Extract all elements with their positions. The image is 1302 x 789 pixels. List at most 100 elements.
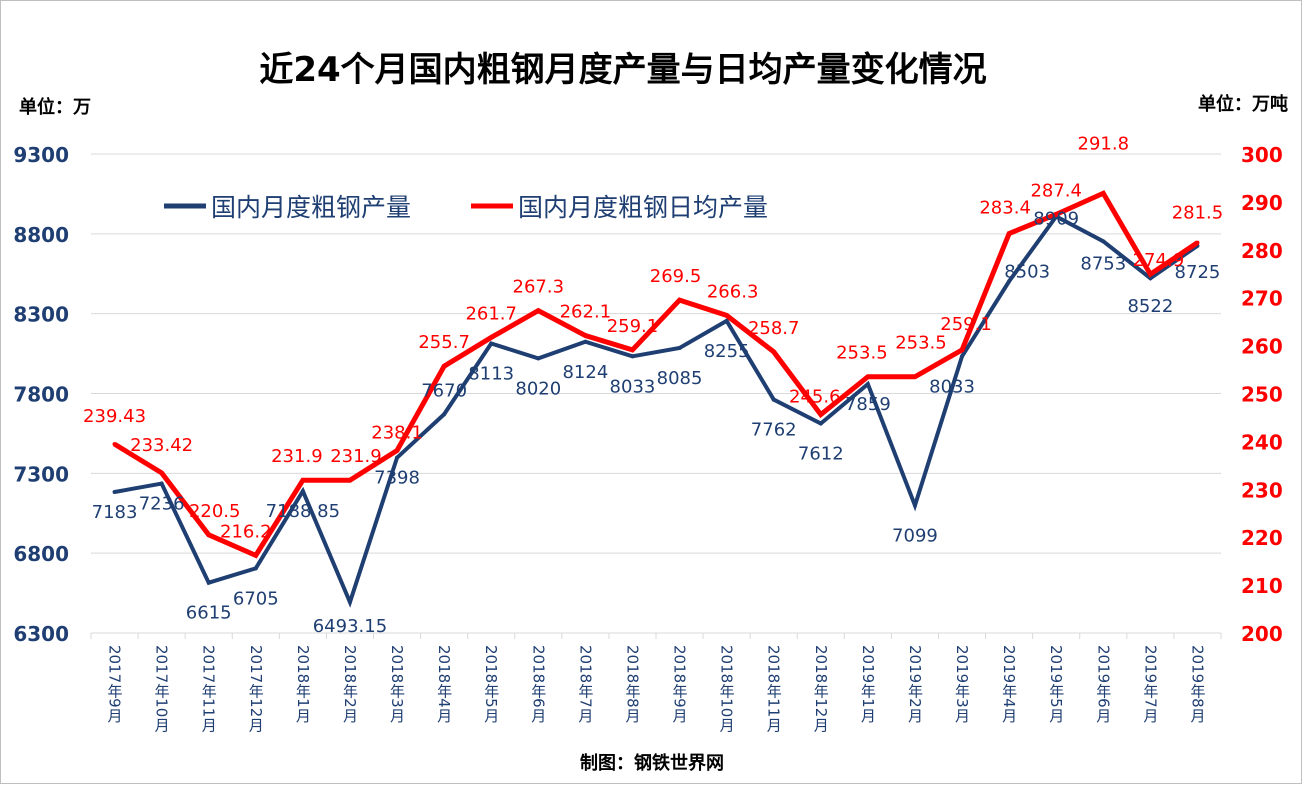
data-label-monthly: 7183	[92, 502, 138, 523]
x-tick-label: 2017年9月	[106, 645, 124, 724]
data-label-monthly: 7188.85	[266, 501, 340, 522]
data-label-monthly: 7762	[751, 420, 797, 441]
legend: 国内月度粗钢产量 国内月度粗钢日均产量	[164, 193, 768, 222]
data-label-monthly: 8522	[1127, 296, 1173, 317]
data-label-daily: 220.5	[189, 501, 241, 522]
data-point-daily	[960, 347, 965, 352]
data-point-monthly	[677, 345, 682, 350]
x-tick-label: 2019年2月	[906, 645, 924, 724]
data-point-monthly	[395, 455, 400, 460]
data-point-daily	[1101, 191, 1106, 196]
data-label-monthly: 7670	[421, 380, 467, 401]
x-tick-label: 2018年6月	[529, 645, 547, 724]
x-tick-label: 2019年1月	[859, 645, 877, 724]
data-label-daily: 239.43	[83, 406, 146, 427]
right-tick-label: 250	[1241, 383, 1283, 407]
right-tick-label: 290	[1241, 191, 1283, 215]
data-label-daily: 255.7	[418, 332, 470, 353]
x-tick-label: 2018年5月	[482, 645, 500, 724]
x-tick-label: 2018年9月	[671, 645, 689, 724]
x-tick-label: 2019年4月	[1000, 645, 1018, 724]
data-point-daily	[206, 532, 211, 537]
data-label-monthly: 8085	[657, 368, 703, 389]
data-label-monthly: 8753	[1080, 253, 1126, 274]
legend-label-monthly: 国内月度粗钢产量	[211, 193, 411, 222]
data-label-monthly: 7099	[892, 525, 938, 546]
data-point-monthly	[724, 318, 729, 323]
x-tick-label: 2018年7月	[576, 645, 594, 724]
data-label-daily: 266.3	[707, 281, 759, 302]
data-point-monthly	[253, 566, 258, 571]
data-point-daily	[865, 374, 870, 379]
data-point-daily	[1054, 212, 1059, 217]
data-point-daily	[395, 448, 400, 453]
data-point-monthly	[865, 382, 870, 387]
data-point-daily	[112, 442, 117, 447]
data-label-monthly: 7859	[845, 394, 891, 415]
source-note: 制图：钢铁世界网	[580, 752, 724, 774]
data-label-daily: 267.3	[513, 277, 565, 298]
x-tick-label: 2018年2月	[341, 645, 359, 724]
data-label-daily: 231.9	[330, 446, 382, 467]
left-axis-unit: 单位：万	[19, 96, 91, 118]
data-point-daily	[583, 333, 588, 338]
data-point-daily	[489, 335, 494, 340]
x-tick-label: 2017年11月	[200, 645, 218, 733]
left-tick-label: 6800	[13, 542, 69, 566]
data-point-daily	[912, 374, 917, 379]
data-label-monthly: 8033	[610, 376, 656, 397]
x-tick-label: 2019年5月	[1047, 645, 1065, 724]
data-label-daily: 238.1	[371, 423, 423, 444]
data-point-monthly	[771, 397, 776, 402]
data-point-monthly	[206, 580, 211, 585]
data-label-monthly: 7398	[374, 468, 420, 489]
data-label-daily: 231.9	[271, 446, 323, 467]
data-label-daily: 245.6	[789, 387, 841, 408]
left-tick-label: 8300	[13, 303, 69, 327]
data-label-daily: 216.2	[220, 521, 272, 542]
data-point-daily	[1148, 272, 1153, 277]
data-point-daily	[536, 308, 541, 313]
data-point-daily	[1195, 240, 1200, 245]
data-label-daily: 259.1	[607, 316, 659, 337]
data-point-monthly	[347, 600, 352, 605]
data-label-monthly: 8255	[704, 341, 750, 362]
right-tick-label: 220	[1241, 526, 1283, 550]
data-label-monthly: 6705	[233, 588, 279, 609]
right-tick-label: 260	[1241, 335, 1283, 359]
data-label-monthly: 8124	[562, 362, 608, 383]
series-line-daily	[113, 190, 1199, 559]
x-tick-label: 2019年6月	[1094, 645, 1112, 724]
data-point-monthly	[1101, 239, 1106, 244]
data-point-monthly	[442, 412, 447, 417]
data-label-daily: 258.7	[748, 318, 800, 339]
data-label-monthly: 8503	[1004, 261, 1050, 282]
x-tick-label: 2018年3月	[388, 645, 406, 724]
x-tick-label: 2018年12月	[812, 645, 830, 733]
data-point-daily	[442, 364, 447, 369]
data-label-daily: 259.1	[940, 314, 992, 335]
x-tick-label: 2017年10月	[153, 645, 171, 733]
right-tick-label: 210	[1241, 574, 1283, 598]
x-tick-label: 2017年12月	[247, 645, 265, 733]
x-tick-label: 2019年7月	[1141, 645, 1159, 724]
data-label-daily: 283.4	[979, 198, 1031, 219]
x-tick-label: 2019年8月	[1188, 645, 1206, 724]
x-tick-label: 2018年10月	[718, 645, 736, 733]
data-point-monthly	[912, 503, 917, 508]
data-point-monthly	[536, 356, 541, 361]
right-tick-label: 230	[1241, 478, 1283, 502]
data-point-monthly	[489, 341, 494, 346]
left-tick-label: 7800	[13, 383, 69, 407]
data-point-daily	[818, 412, 823, 417]
data-label-monthly: 8020	[515, 378, 561, 399]
data-label-daily: 233.42	[130, 435, 193, 456]
data-point-daily	[630, 347, 635, 352]
data-point-monthly	[583, 339, 588, 344]
data-point-monthly	[1007, 279, 1012, 284]
series-line-monthly	[114, 213, 1199, 608]
x-tick-label: 2018年4月	[435, 645, 453, 724]
right-tick-label: 270	[1241, 287, 1283, 311]
left-tick-label: 7300	[13, 462, 69, 486]
